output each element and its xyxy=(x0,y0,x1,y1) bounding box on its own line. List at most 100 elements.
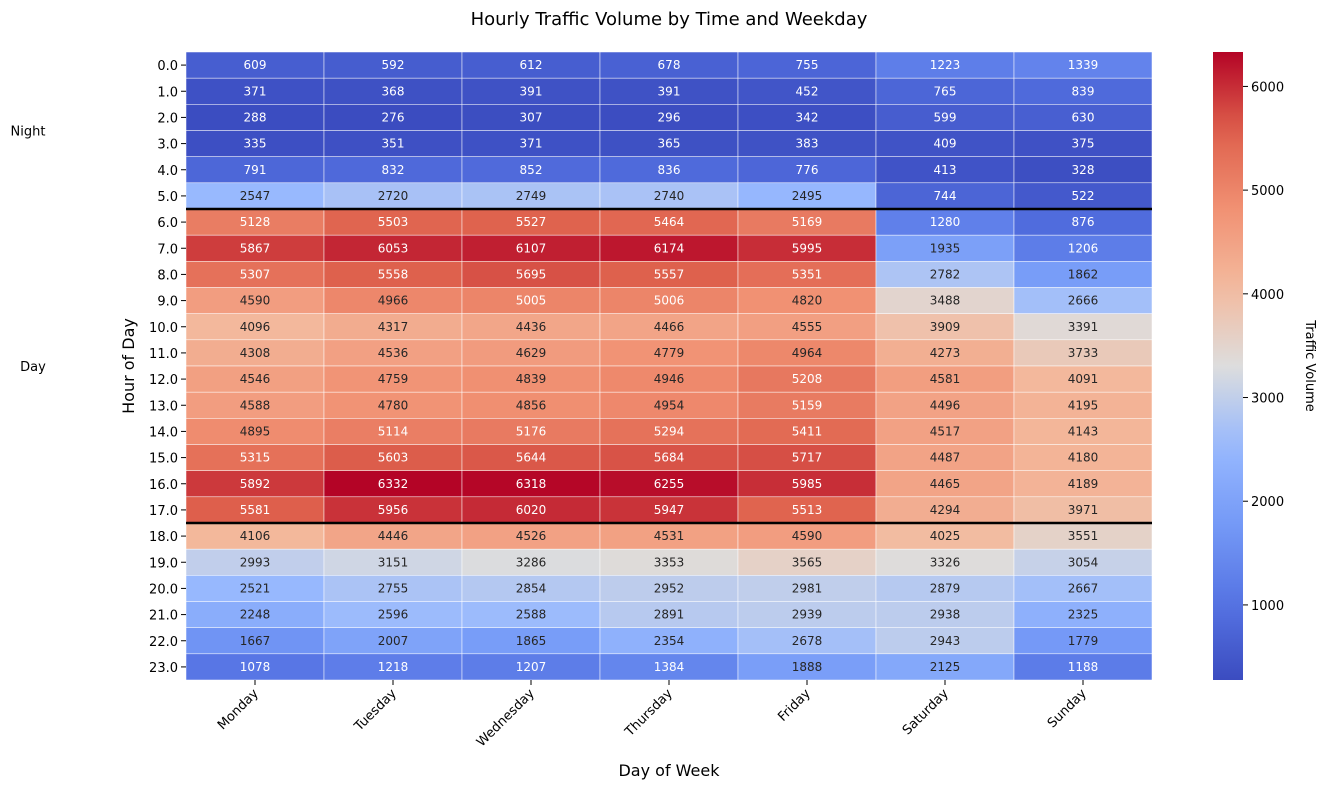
period-labels: Night Day xyxy=(11,125,47,376)
heatmap-cell xyxy=(461,51,601,79)
heatmap-cell xyxy=(323,104,463,131)
heatmap-cell xyxy=(875,287,1015,314)
cell-value-label: 4496 xyxy=(930,398,961,412)
cell-value-label: 1862 xyxy=(1068,267,1099,281)
cell-value-label: 365 xyxy=(658,137,681,151)
cell-value-label: 2755 xyxy=(378,581,409,595)
y-tick-label: 6.0 xyxy=(157,216,178,231)
cell-value-label: 3565 xyxy=(792,555,823,569)
cell-value-label: 5351 xyxy=(792,267,823,281)
heatmap-cell xyxy=(737,391,877,419)
heatmap-cell xyxy=(1013,365,1153,393)
heatmap-cell xyxy=(323,234,463,262)
cell-value-label: 4465 xyxy=(930,477,961,491)
cell-value-label: 4308 xyxy=(240,346,271,360)
cell-value-label: 1339 xyxy=(1068,58,1099,72)
cell-value-label: 5867 xyxy=(240,241,271,255)
heatmap-cell xyxy=(1013,470,1153,498)
cell-value-label: 6107 xyxy=(516,241,547,255)
cell-value-label: 4096 xyxy=(240,320,271,334)
cell-value-label: 1188 xyxy=(1068,660,1099,674)
cell-value-label: 6020 xyxy=(516,503,547,517)
cell-value-label: 6174 xyxy=(654,241,685,255)
cell-value-label: 1206 xyxy=(1068,241,1099,255)
heatmap-cell xyxy=(599,496,739,524)
cell-value-label: 2521 xyxy=(240,581,271,595)
y-tick-label: 11.0 xyxy=(149,347,178,362)
heatmap-cell xyxy=(323,365,463,393)
heatmap-cell xyxy=(737,287,877,314)
cell-value-label: 5557 xyxy=(654,267,685,281)
cell-value-label: 4531 xyxy=(654,529,685,543)
cell-value-label: 4590 xyxy=(240,294,271,308)
cell-value-label: 2938 xyxy=(930,608,961,622)
heatmap-cell xyxy=(875,418,1015,445)
y-tick-label: 15.0 xyxy=(149,452,178,467)
heatmap-cell xyxy=(737,182,877,210)
y-axis-label: Hour of Day xyxy=(119,318,138,414)
cell-value-label: 2678 xyxy=(792,634,823,648)
cell-value-label: 288 xyxy=(244,110,267,124)
cell-value-label: 4555 xyxy=(792,320,823,334)
heatmap-cell xyxy=(737,365,877,393)
heatmap-cell xyxy=(599,182,739,210)
cell-value-label: 4954 xyxy=(654,398,685,412)
cell-value-label: 5513 xyxy=(792,503,823,517)
cell-value-label: 5684 xyxy=(654,451,685,465)
heatmap-cell xyxy=(185,496,325,524)
heatmap-cell xyxy=(875,627,1015,655)
cell-value-label: 1280 xyxy=(930,215,961,229)
heatmap-cell xyxy=(185,627,325,655)
cell-value-label: 4317 xyxy=(378,320,409,334)
heatmap-cell xyxy=(737,339,877,367)
cell-value-label: 1207 xyxy=(516,660,547,674)
y-tick-label: 22.0 xyxy=(149,635,178,650)
cell-value-label: 3971 xyxy=(1068,503,1099,517)
heatmap-cell xyxy=(461,313,601,341)
y-tick-label: 4.0 xyxy=(157,164,178,179)
chart-title: Hourly Traffic Volume by Time and Weekda… xyxy=(471,9,868,30)
y-tick-label: 3.0 xyxy=(157,138,178,153)
heatmap-cell xyxy=(1013,208,1153,236)
cell-value-label: 832 xyxy=(382,163,405,177)
cell-value-label: 3353 xyxy=(654,555,685,569)
cell-value-label: 2891 xyxy=(654,608,685,622)
heatmap-cell xyxy=(185,522,325,550)
heatmap-cell xyxy=(185,418,325,445)
heatmap-cell xyxy=(1013,627,1153,655)
cell-value-label: 4820 xyxy=(792,294,823,308)
cell-value-label: 876 xyxy=(1072,215,1095,229)
cell-value-label: 4294 xyxy=(930,503,961,517)
heatmap-cell xyxy=(599,601,739,628)
heatmap-cell xyxy=(1013,496,1153,524)
heatmap-cell xyxy=(1013,130,1153,157)
cell-value-label: 1779 xyxy=(1068,634,1099,648)
heatmap-cell xyxy=(737,261,877,288)
heatmap-cell xyxy=(323,51,463,79)
cell-value-label: 6255 xyxy=(654,477,685,491)
cell-value-label: 351 xyxy=(382,137,405,151)
cell-value-label: 2981 xyxy=(792,581,823,595)
cell-value-label: 1865 xyxy=(516,634,547,648)
cell-value-label: 3488 xyxy=(930,294,961,308)
heatmap-cell xyxy=(875,522,1015,550)
heatmap-cell xyxy=(599,104,739,131)
cell-value-label: 2854 xyxy=(516,581,547,595)
x-tick-label: Sunday xyxy=(1045,686,1090,731)
cell-value-label: 391 xyxy=(520,84,543,98)
cell-value-label: 4839 xyxy=(516,372,547,386)
cell-value-label: 4779 xyxy=(654,346,685,360)
heatmap-cell xyxy=(1013,182,1153,210)
heatmap-cell xyxy=(185,575,325,602)
x-tick-label: Wednesday xyxy=(474,686,538,750)
cell-value-label: 5315 xyxy=(240,451,271,465)
heatmap-cell xyxy=(599,234,739,262)
cell-value-label: 4590 xyxy=(792,529,823,543)
heatmap-cell xyxy=(875,470,1015,498)
cell-value-label: 4025 xyxy=(930,529,961,543)
y-tick-label: 23.0 xyxy=(149,661,178,676)
cell-value-label: 4588 xyxy=(240,398,271,412)
heatmap-cell xyxy=(599,522,739,550)
heatmap-cell xyxy=(323,339,463,367)
heatmap-cell xyxy=(737,418,877,445)
